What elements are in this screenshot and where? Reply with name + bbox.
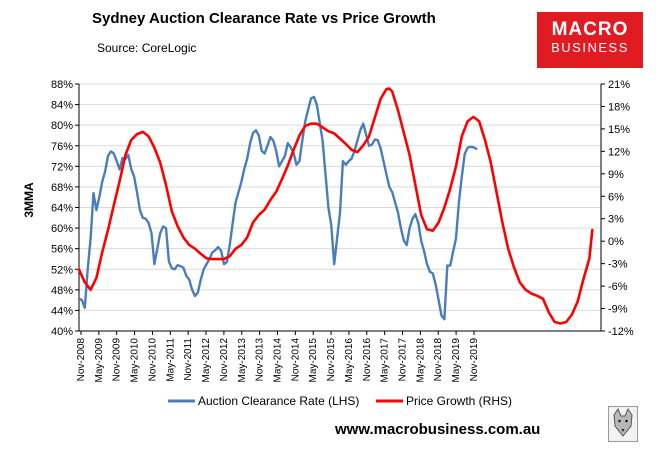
- y-right-tick-label: 9%: [608, 169, 624, 181]
- y-right-tick-label: 21%: [608, 79, 630, 91]
- y-axis-label: 3MMA: [22, 182, 36, 218]
- y-left-tick-label: 48%: [51, 285, 73, 297]
- y-right-tick-label: 3%: [608, 214, 624, 226]
- x-tick-label: May-2012: [201, 338, 212, 383]
- y-axis-right-ticks: 21% 18% 15% 12% 9% 6% 3% 0% -3% -6% -9% -12%: [608, 79, 634, 338]
- y-left-tick-label: 56%: [51, 244, 73, 256]
- x-tick-label: Nov-2008: [76, 338, 87, 382]
- x-tick-label: May-2009: [94, 338, 105, 383]
- x-tick-label: Nov-2018: [433, 338, 444, 382]
- y-left-tick-label: 40%: [51, 326, 73, 338]
- chart-subtitle: Source: CoreLogic: [97, 41, 197, 55]
- x-tick-label: Nov-2016: [362, 338, 373, 382]
- y-left-tick-label: 44%: [51, 305, 73, 317]
- x-tick-label: Nov-2017: [398, 338, 409, 382]
- series-line-clearance-rate: [77, 95, 478, 321]
- y-left-tick-label: 72%: [51, 161, 73, 173]
- x-tick-label: Nov-2012: [219, 338, 230, 382]
- x-tick-label: May-2010: [130, 338, 141, 383]
- y-left-tick-label: 80%: [51, 120, 73, 132]
- logo-line-1: MACRO: [551, 19, 629, 40]
- x-tick-label: Nov-2013: [255, 338, 266, 382]
- x-tick-label: May-2013: [237, 338, 248, 383]
- x-tick-label: May-2017: [380, 338, 391, 383]
- series-lines: [77, 87, 594, 325]
- fox-mascot-icon: [608, 406, 638, 442]
- x-axis-ticks: Nov-2008 May-2009 Nov-2009 May-2010 Nov-2010…: [76, 338, 480, 383]
- x-tick-label: May-2016: [344, 338, 355, 383]
- y-left-tick-label: 52%: [51, 264, 73, 276]
- y-right-tick-label: -12%: [608, 326, 634, 338]
- y-right-tick-label: 18%: [608, 101, 630, 113]
- chart-title: Sydney Auction Clearance Rate vs Price G…: [92, 10, 436, 27]
- y-right-tick-label: 6%: [608, 191, 624, 203]
- legend-label-price: Price Growth (RHS): [406, 394, 512, 408]
- y-left-tick-label: 84%: [51, 100, 73, 112]
- logo-line-2: BUSINESS: [551, 40, 629, 55]
- y-right-tick-label: 15%: [608, 124, 630, 136]
- legend-label-clearance: Auction Clearance Rate (LHS): [198, 394, 359, 408]
- x-tick-label: Nov-2010: [147, 338, 158, 382]
- x-tick-label: May-2019: [451, 338, 462, 383]
- x-tick-label: May-2011: [165, 338, 176, 382]
- y-right-tick-label: -3%: [608, 259, 628, 271]
- y-right-tick-label: 12%: [608, 146, 630, 158]
- x-tick-label: May-2014: [272, 338, 283, 383]
- y-left-tick-label: 88%: [51, 79, 73, 91]
- y-left-tick-label: 76%: [51, 141, 73, 153]
- website-url: www.macrobusiness.com.au: [335, 421, 541, 438]
- y-left-tick-label: 64%: [51, 203, 73, 215]
- y-left-tick-label: 68%: [51, 182, 73, 194]
- y-right-tick-label: 0%: [608, 236, 624, 248]
- series-line-price-growth: [77, 87, 594, 325]
- x-tick-label: May-2015: [308, 338, 319, 383]
- x-tick-label: Nov-2011: [183, 338, 194, 381]
- x-tick-label: Nov-2009: [112, 338, 123, 382]
- y-right-tick-label: -6%: [608, 281, 628, 293]
- y-right-tick-label: -9%: [608, 304, 628, 316]
- x-tick-label: Nov-2019: [469, 338, 480, 382]
- macrobusiness-logo: MACRO BUSINESS: [537, 12, 643, 68]
- x-tick-label: Nov-2014: [290, 338, 301, 382]
- x-tick-label: Nov-2015: [326, 338, 337, 382]
- y-left-tick-label: 60%: [51, 223, 73, 235]
- y-axis-left-ticks: 88% 84% 80% 76% 72% 68% 64% 60% 56% 52% 48% 44% 40%: [51, 79, 73, 338]
- legend: Auction Clearance Rate (LHS) Price Growt…: [168, 394, 512, 408]
- x-tick-label: May-2018: [415, 338, 426, 383]
